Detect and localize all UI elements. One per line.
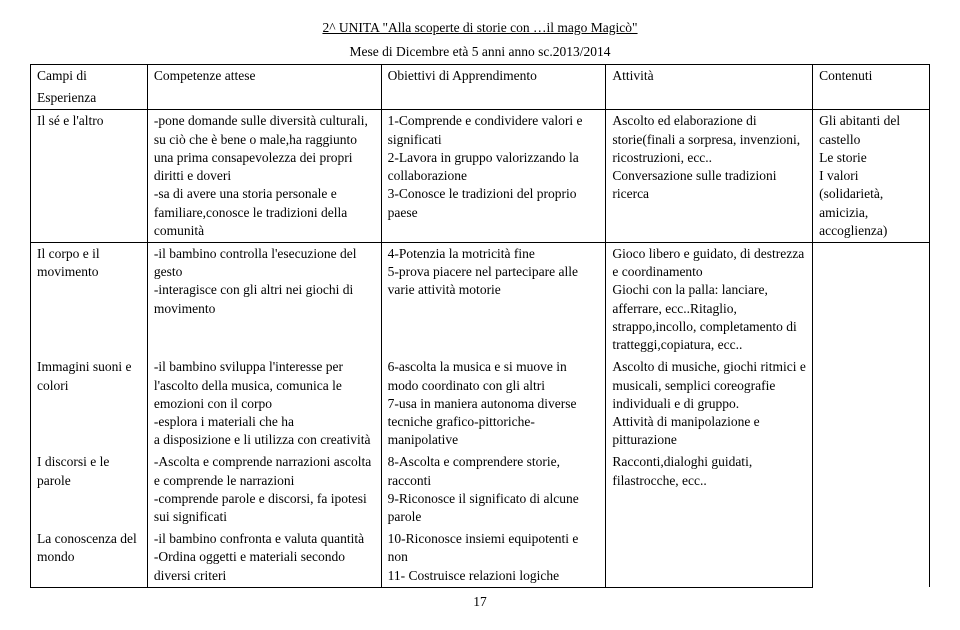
header-esperienza: Esperienza [31,87,148,110]
page-number: 17 [30,594,930,610]
row3-obiettivi: 6-ascolta la musica e si muove in modo c… [381,356,606,451]
cell [606,87,813,110]
row4-obiettivi: 8-Ascolta e comprendere storie, racconti… [381,451,606,528]
row2-attivita: Gioco libero e guidato, di destrezza e c… [606,242,813,356]
row1-contenuti: Gli abitanti del castelloLe storieI valo… [813,110,930,243]
row3-campo: Immagini suoni e colori [31,356,148,451]
row4-campo: I discorsi e le parole [31,451,148,528]
row1-obiettivi: 1-Comprende e condividere valori e signi… [381,110,606,243]
row1-attivita: Ascolto ed elaborazione di storie(finali… [606,110,813,243]
row5-competenze: -il bambino confronta e valuta quantità-… [147,528,381,587]
row4-competenze: -Ascolta e comprende narrazioni ascolta … [147,451,381,528]
doc-subtitle: Mese di Dicembre età 5 anni anno sc.2013… [30,44,930,60]
row1-campo: Il sé e l'altro [31,110,148,243]
row2-competenze: -il bambino controlla l'esecuzione del g… [147,242,381,356]
row3-competenze: -il bambino sviluppa l'interesse per l'a… [147,356,381,451]
row2-contenuti [813,242,930,587]
row1-competenze: -pone domande sulle diversità culturali,… [147,110,381,243]
row4-attivita: Racconti,dialoghi guidati, filastrocche,… [606,451,813,528]
row2-campo: Il corpo e il movimento [31,242,148,356]
header-campi: Campi di [31,65,148,88]
cell [147,87,381,110]
row5-attivita [606,528,813,587]
cell [381,87,606,110]
row5-campo: La conoscenza del mondo [31,528,148,587]
row3-attivita: Ascolto di musiche, giochi ritmici e mus… [606,356,813,451]
row2-obiettivi: 4-Potenzia la motricità fine5-prova piac… [381,242,606,356]
header-contenuti: Contenuti [813,65,930,88]
cell [813,87,930,110]
row5-obiettivi: 10-Riconosce insiemi equipotenti e non11… [381,528,606,587]
curriculum-table: Campi di Competenze attese Obiettivi di … [30,64,930,588]
doc-title: 2^ UNITA "Alla scoperte di storie con …i… [30,20,930,36]
header-obiettivi: Obiettivi di Apprendimento [381,65,606,88]
header-competenze: Competenze attese [147,65,381,88]
header-attivita: Attività [606,65,813,88]
